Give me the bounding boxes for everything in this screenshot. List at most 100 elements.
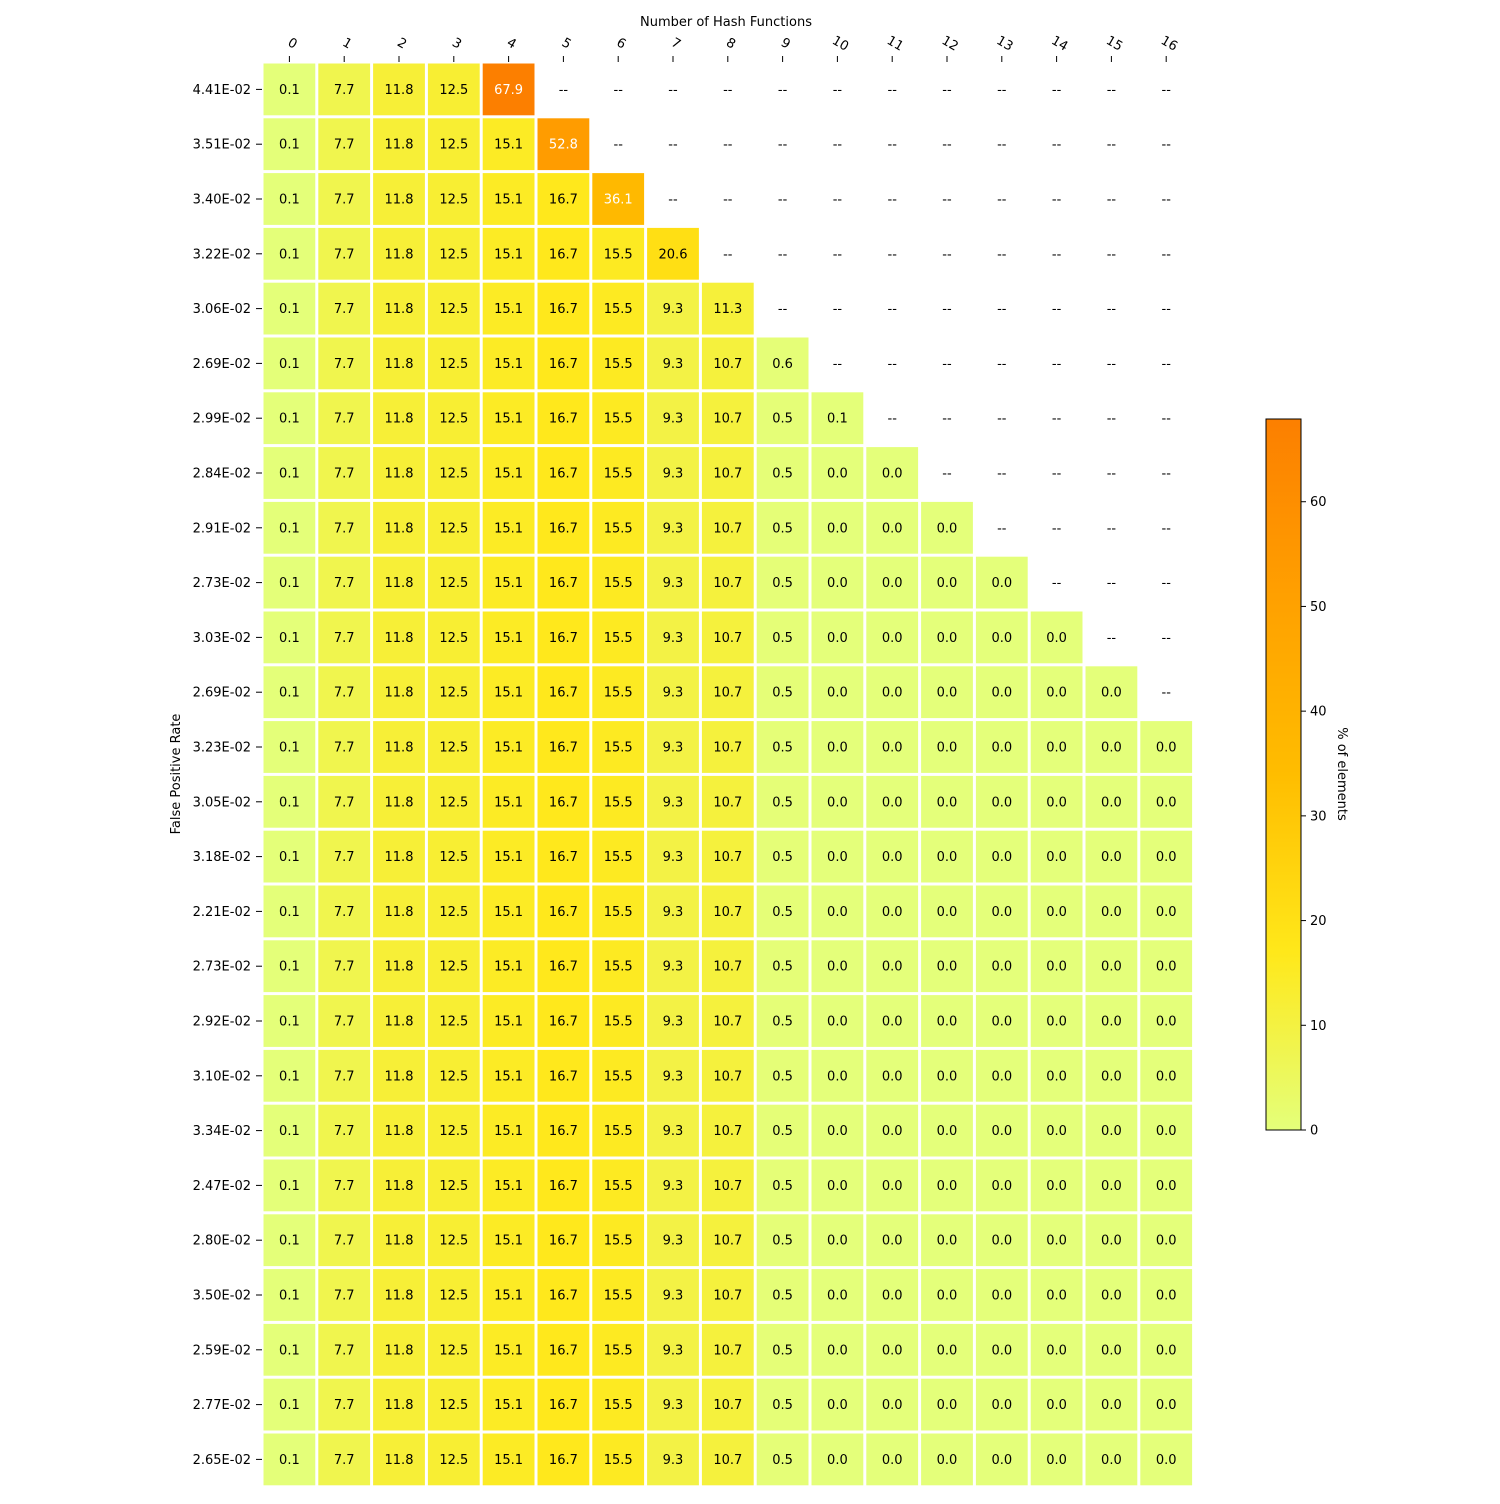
heatmap-cell bbox=[1085, 1269, 1138, 1321]
colorbar-label: % of elements bbox=[1334, 727, 1349, 821]
heatmap-cell bbox=[756, 392, 809, 445]
heatmap-cell bbox=[701, 392, 754, 445]
heatmap-cell bbox=[263, 227, 316, 280]
heatmap-cell bbox=[263, 337, 316, 390]
heatmap-cell-label: 15.5 bbox=[604, 1179, 633, 1194]
heatmap-missing-label: -- bbox=[778, 302, 788, 317]
heatmap-cell-label: 12.5 bbox=[439, 1453, 468, 1468]
heatmap-cell bbox=[427, 1323, 480, 1376]
heatmap-cell-label: 11.8 bbox=[385, 467, 414, 482]
heatmap-cell bbox=[592, 337, 645, 390]
heatmap-cell bbox=[263, 1214, 316, 1267]
heatmap-cell-label: 0.0 bbox=[991, 1179, 1012, 1194]
heatmap-cell bbox=[701, 556, 754, 609]
heatmap-cell-label: 0.5 bbox=[772, 795, 793, 810]
heatmap-cell-label: 7.7 bbox=[334, 193, 355, 208]
heatmap-cell bbox=[647, 1159, 699, 1212]
heatmap-cell bbox=[318, 392, 371, 445]
heatmap-cell-label: 0.0 bbox=[991, 1234, 1012, 1249]
heatmap-cell bbox=[318, 63, 371, 116]
heatmap-cell-label: 15.1 bbox=[494, 193, 523, 208]
heatmap-cell bbox=[701, 885, 754, 938]
heatmap-cell bbox=[1085, 1433, 1138, 1486]
heatmap-cell-label: 11.8 bbox=[385, 686, 414, 701]
heatmap-cell bbox=[1030, 940, 1083, 993]
heatmap-cell bbox=[427, 1378, 480, 1431]
heatmap-cell bbox=[373, 611, 425, 664]
heatmap-cell bbox=[701, 1104, 754, 1157]
heatmap-cell bbox=[427, 1269, 480, 1321]
heatmap-cell-label: 0.0 bbox=[882, 686, 903, 701]
x-tick-label: 4 bbox=[504, 35, 519, 52]
heatmap-cell-label: 12.5 bbox=[439, 1343, 468, 1358]
heatmap-cell-label: 15.5 bbox=[604, 1069, 633, 1084]
heatmap-cell-label: 0.0 bbox=[1046, 1289, 1067, 1304]
heatmap-cell-label: 0.5 bbox=[772, 741, 793, 756]
heatmap-missing-label: -- bbox=[1162, 412, 1172, 427]
heatmap-cell-label: 0.0 bbox=[1046, 1124, 1067, 1139]
heatmap-cell bbox=[1030, 775, 1083, 828]
heatmap-cell bbox=[263, 721, 316, 773]
heatmap-cell-label: 10.7 bbox=[713, 576, 742, 591]
heatmap-cell bbox=[592, 885, 645, 938]
heatmap-cell bbox=[811, 1159, 864, 1212]
heatmap-missing-label: -- bbox=[997, 83, 1007, 98]
heatmap-cell bbox=[1140, 1323, 1193, 1376]
heatmap-cell-label: 15.1 bbox=[494, 467, 523, 482]
heatmap-cell bbox=[537, 1378, 590, 1431]
heatmap-cell bbox=[756, 775, 809, 828]
heatmap-cell bbox=[756, 666, 809, 719]
heatmap-cell bbox=[921, 1378, 973, 1431]
heatmap-cell bbox=[373, 666, 425, 719]
heatmap-cell bbox=[811, 447, 864, 499]
heatmap-cell bbox=[537, 392, 590, 445]
heatmap-cell-label: 16.7 bbox=[549, 1234, 578, 1249]
heatmap-cell bbox=[811, 1049, 864, 1102]
heatmap-cell bbox=[756, 830, 809, 883]
heatmap-cell-label: 0.1 bbox=[279, 850, 300, 865]
heatmap-cell-label: 12.5 bbox=[439, 631, 468, 646]
y-tick-label: 3.10E-02 bbox=[193, 1069, 251, 1084]
heatmap-cell-label: 0.5 bbox=[772, 576, 793, 591]
heatmap-cell bbox=[647, 830, 699, 883]
heatmap-cell bbox=[537, 1433, 590, 1486]
heatmap-cell-label: 0.1 bbox=[279, 521, 300, 536]
heatmap-cell-label: 0.0 bbox=[1046, 741, 1067, 756]
heatmap-cell-label: 15.1 bbox=[494, 960, 523, 975]
heatmap-cell-label: 7.7 bbox=[334, 686, 355, 701]
heatmap-cell bbox=[263, 556, 316, 609]
heatmap-cell bbox=[592, 721, 645, 773]
heatmap-cell-label: 10.7 bbox=[713, 1398, 742, 1413]
heatmap-cell-label: 0.0 bbox=[882, 1179, 903, 1194]
heatmap-cell bbox=[592, 1378, 645, 1431]
heatmap-missing-label: -- bbox=[1052, 412, 1062, 427]
heatmap-cell bbox=[537, 1214, 590, 1267]
y-tick-label: 3.05E-02 bbox=[193, 795, 251, 810]
heatmap-cell-label: 0.0 bbox=[991, 631, 1012, 646]
heatmap-cell bbox=[373, 1269, 425, 1321]
heatmap-cell bbox=[1085, 940, 1138, 993]
heatmap-cell bbox=[427, 447, 480, 499]
x-axis: Number of Hash Functions 0 1 2 3 4 5 6 7 8 9 10 11 1… bbox=[285, 15, 1180, 62]
heatmap-cell bbox=[263, 1159, 316, 1212]
heatmap-cell bbox=[318, 282, 371, 335]
heatmap-cell-label: 0.0 bbox=[1101, 1069, 1122, 1084]
heatmap-cell-label: 15.1 bbox=[494, 631, 523, 646]
heatmap-cell-label: 16.7 bbox=[549, 905, 578, 920]
heatmap-missing-label: -- bbox=[1052, 302, 1062, 317]
heatmap-cell-label: 0.0 bbox=[991, 1015, 1012, 1030]
heatmap-cell bbox=[921, 1214, 973, 1267]
heatmap-missing-label: -- bbox=[942, 412, 952, 427]
heatmap-cell bbox=[1085, 1323, 1138, 1376]
heatmap-cell-label: 0.0 bbox=[1156, 1343, 1177, 1358]
heatmap-cell-label: 0.0 bbox=[1101, 1453, 1122, 1468]
heatmap-cell bbox=[701, 1269, 754, 1321]
heatmap-missing-label: -- bbox=[1162, 576, 1172, 591]
heatmap-cell bbox=[647, 940, 699, 993]
heatmap-cell bbox=[592, 1104, 645, 1157]
heatmap-cell bbox=[373, 392, 425, 445]
heatmap-cell-label: 0.0 bbox=[991, 960, 1012, 975]
heatmap-cell-label: 16.7 bbox=[549, 1453, 578, 1468]
heatmap-cell bbox=[318, 447, 371, 499]
heatmap-cell bbox=[263, 1433, 316, 1486]
